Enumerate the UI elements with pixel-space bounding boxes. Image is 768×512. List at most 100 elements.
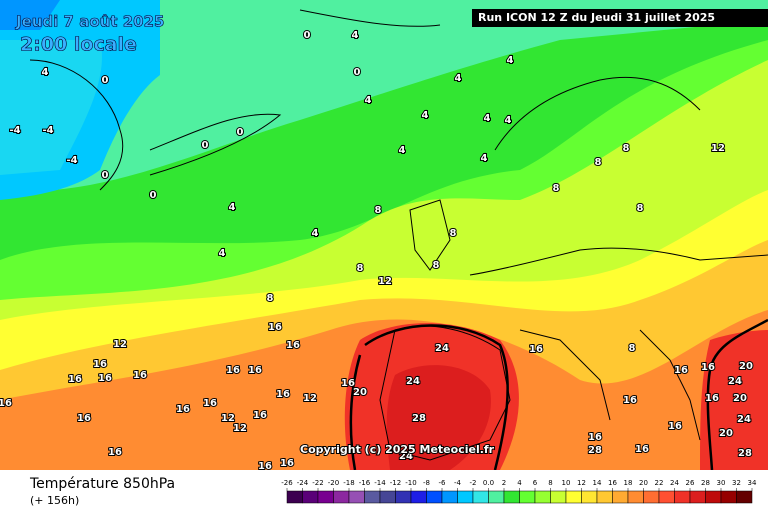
contour-label: -4 (42, 125, 53, 136)
contour-label: 20 (353, 387, 367, 398)
contour-label: 12 (221, 413, 235, 424)
scale-swatch (596, 490, 613, 504)
field-band (386, 365, 491, 470)
contour-label: 16 (108, 447, 122, 458)
contour-label: 16 (226, 365, 240, 376)
scale-swatch (736, 490, 753, 504)
isotherm (706, 318, 768, 470)
coastline (519, 329, 611, 421)
scale-tick-label: 32 (732, 479, 741, 487)
contour-label: 0 (202, 140, 209, 151)
scale-swatch (612, 490, 629, 504)
coastline (29, 59, 124, 191)
scale-swatch (581, 490, 598, 504)
scale-swatch (674, 490, 691, 504)
forecast-time: 2:00 locale (20, 34, 137, 56)
contour-label: 16 (674, 365, 688, 376)
contour-label: 16 (705, 393, 719, 404)
scale-swatch (705, 490, 722, 504)
scale-swatch (426, 490, 443, 504)
contour-label: 0 (102, 170, 109, 181)
scale-tick-label: -18 (343, 479, 354, 487)
run-banner (472, 9, 768, 27)
contour-label: 4 (484, 113, 491, 124)
contour-label: 16 (203, 398, 217, 409)
contour-label: 24 (435, 343, 449, 354)
copyright: Copyright (c) 2025 Meteociel.fr (300, 443, 495, 456)
contour-label: 4 (422, 110, 429, 121)
scale-swatch (565, 490, 582, 504)
scale-tick-label: 30 (717, 479, 726, 487)
contour-label: 20 (733, 393, 747, 404)
scale-tick-label: 22 (655, 479, 664, 487)
contour-label: 12 (113, 339, 127, 350)
scale-tick-label: 28 (701, 479, 710, 487)
scale-tick-label: 18 (624, 479, 633, 487)
scale-swatch (503, 490, 520, 504)
scale-tick-label: 24 (670, 479, 679, 487)
coastline (639, 329, 701, 441)
scale-swatch (658, 490, 675, 504)
contour-label: 4 (505, 115, 512, 126)
coastline (149, 113, 282, 176)
contour-label: 16 (635, 444, 649, 455)
scale-tick-label: 26 (686, 479, 695, 487)
contour-label: 16 (253, 410, 267, 421)
coastlines (29, 9, 768, 461)
contour-label: 4 (229, 202, 236, 213)
scale-swatch (379, 490, 396, 504)
contour-label: 4 (507, 55, 514, 66)
contour-label: 12 (711, 143, 725, 154)
contour-24 (349, 318, 768, 470)
contour-label: 16 (68, 374, 82, 385)
color-scale: -26 -24 -22 -20 -18 -16 -14 -12 -10 -8 -6 -4 -2 0.0 2 4… (281, 479, 757, 504)
coastline (409, 199, 451, 271)
scale-swatch (286, 490, 303, 504)
contour-label: 8 (595, 157, 602, 168)
scale-swatch (348, 490, 365, 504)
contour-label: 16 (258, 461, 272, 472)
contour-label: 16 (0, 398, 12, 409)
contour-label: 16 (668, 421, 682, 432)
contour-label: 16 (588, 432, 602, 443)
forecast-date: Jeudi 7 août 2025 (15, 13, 164, 31)
contour-label: 8 (553, 183, 560, 194)
contour-label: 0 (237, 127, 244, 138)
contour-label: 4 (42, 67, 49, 78)
contour-label: 16 (286, 340, 300, 351)
contour-label: 4 (352, 30, 359, 41)
scale-swatch (472, 490, 489, 504)
scale-tick-label: -10 (405, 479, 416, 487)
scale-tick-label: -6 (439, 479, 447, 487)
contour-label: 16 (268, 322, 282, 333)
contour-label: -4 (66, 155, 77, 166)
contour-label: 4 (481, 153, 488, 164)
coastline (299, 9, 441, 27)
contour-label: 20 (719, 428, 733, 439)
scale-swatch (441, 490, 458, 504)
scale-swatch (627, 490, 644, 504)
scale-tick-label: -24 (297, 479, 309, 487)
contour-label: 12 (233, 423, 247, 434)
field-band (0, 0, 60, 30)
contour-label: 20 (739, 361, 753, 372)
scale-swatch (410, 490, 427, 504)
contour-label: 8 (629, 343, 636, 354)
scale-tick-label: 0.0 (483, 479, 494, 487)
contour-label: 8 (267, 293, 274, 304)
contour-label: 8 (623, 143, 630, 154)
contour-label: 16 (341, 378, 355, 389)
contour-label: 16 (133, 370, 147, 381)
contour-label: 4 (365, 95, 372, 106)
scale-swatch (488, 490, 505, 504)
scale-swatch (534, 490, 551, 504)
isotherm (364, 324, 509, 470)
coastline (469, 247, 768, 276)
contour-label: 28 (412, 413, 426, 424)
scale-swatch (457, 490, 474, 504)
contour-label: 8 (357, 263, 364, 274)
scale-tick-label: 12 (577, 479, 586, 487)
scale-tick-label: 6 (533, 479, 538, 487)
